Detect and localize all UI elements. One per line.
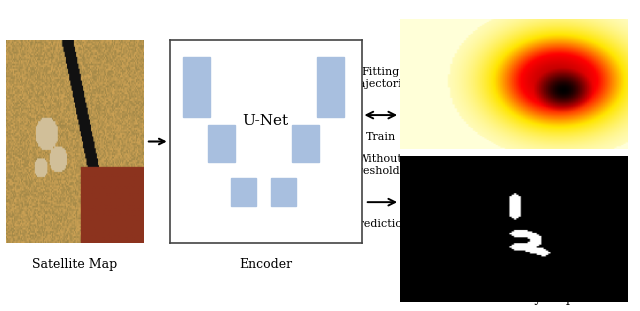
Text: Train: Train <box>365 132 396 142</box>
Bar <box>317 57 344 117</box>
Bar <box>208 125 235 162</box>
Text: U-Net: U-Net <box>243 114 289 128</box>
Text: Encoder: Encoder <box>239 258 292 271</box>
Bar <box>292 125 319 162</box>
Text: Fitting
Trajectories: Fitting Trajectories <box>347 67 415 89</box>
Text: Trajectory Map: Trajectory Map <box>465 165 563 178</box>
Text: Without
Thresholding: Without Thresholding <box>344 154 418 176</box>
Bar <box>271 178 296 206</box>
Bar <box>231 178 256 206</box>
Text: Satellite Map: Satellite Map <box>32 258 118 271</box>
Text: Prediction: Prediction <box>351 219 410 229</box>
Text: Traversability Map: Traversability Map <box>453 292 575 305</box>
Bar <box>183 57 210 117</box>
